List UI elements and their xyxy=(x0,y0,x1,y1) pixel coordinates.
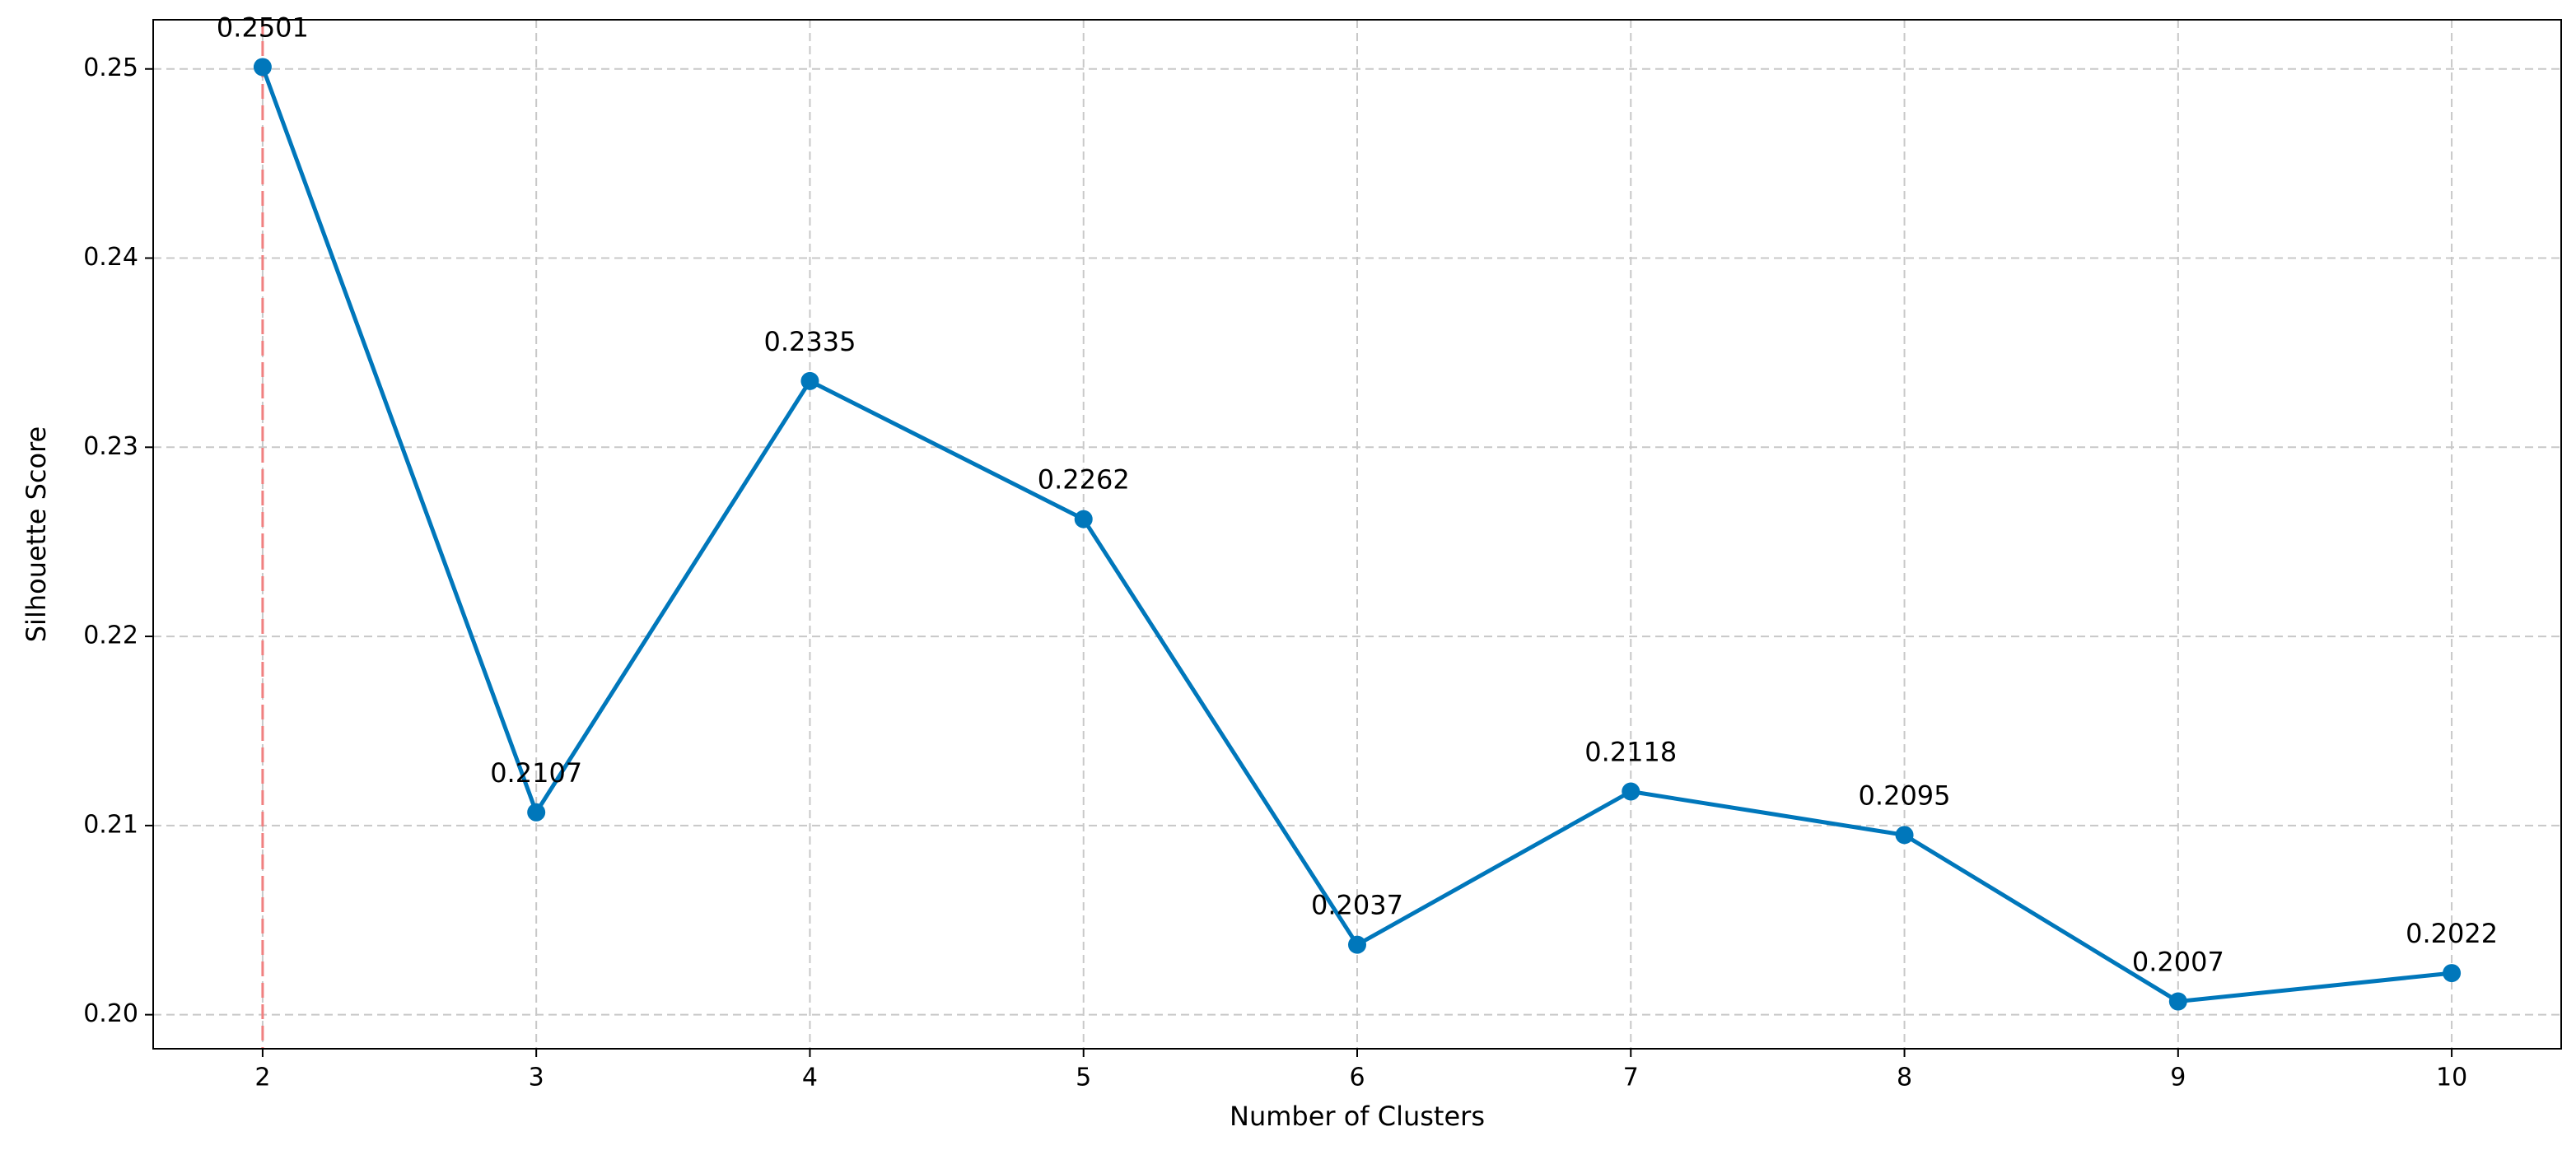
x-tick-label: 4 xyxy=(802,1064,818,1092)
x-tick-label: 3 xyxy=(529,1064,544,1092)
data-label: 0.2022 xyxy=(2406,918,2498,949)
data-label: 0.2107 xyxy=(490,757,582,789)
data-point xyxy=(800,371,819,390)
data-label: 0.2007 xyxy=(2132,947,2224,978)
data-point xyxy=(253,58,272,77)
plot-frame xyxy=(152,19,2562,1050)
data-point xyxy=(1074,510,1093,528)
data-label: 0.2118 xyxy=(1584,737,1677,768)
x-tick-label: 9 xyxy=(2170,1064,2186,1092)
y-tick-label: 0.23 xyxy=(83,432,138,461)
x-axis-label: Number of Clusters xyxy=(1230,1101,1485,1132)
data-point xyxy=(1348,935,1366,954)
y-axis-label: Silhouette Score xyxy=(21,426,52,643)
x-tick-label: 8 xyxy=(1897,1064,1912,1092)
data-label: 0.2037 xyxy=(1311,890,1403,921)
data-point xyxy=(1895,826,1914,845)
y-tick-label: 0.22 xyxy=(83,622,138,650)
data-label: 0.2501 xyxy=(217,12,309,43)
y-tick-label: 0.21 xyxy=(83,810,138,839)
x-tick-label: 7 xyxy=(1623,1064,1639,1092)
x-tick-label: 6 xyxy=(1349,1064,1365,1092)
x-tick-label: 5 xyxy=(1076,1064,1091,1092)
data-label: 0.2095 xyxy=(1859,780,1951,811)
y-tick-label: 0.25 xyxy=(83,54,138,82)
data-label: 0.2262 xyxy=(1038,464,1130,496)
data-point xyxy=(527,803,546,822)
x-tick-label: 2 xyxy=(254,1064,270,1092)
y-tick-label: 0.24 xyxy=(83,243,138,272)
y-tick-label: 0.20 xyxy=(83,999,138,1028)
x-tick-label: 10 xyxy=(2436,1064,2467,1092)
data-label: 0.2335 xyxy=(763,326,856,357)
data-point xyxy=(2443,964,2462,983)
data-point xyxy=(1622,782,1640,801)
data-point xyxy=(2168,992,2187,1011)
